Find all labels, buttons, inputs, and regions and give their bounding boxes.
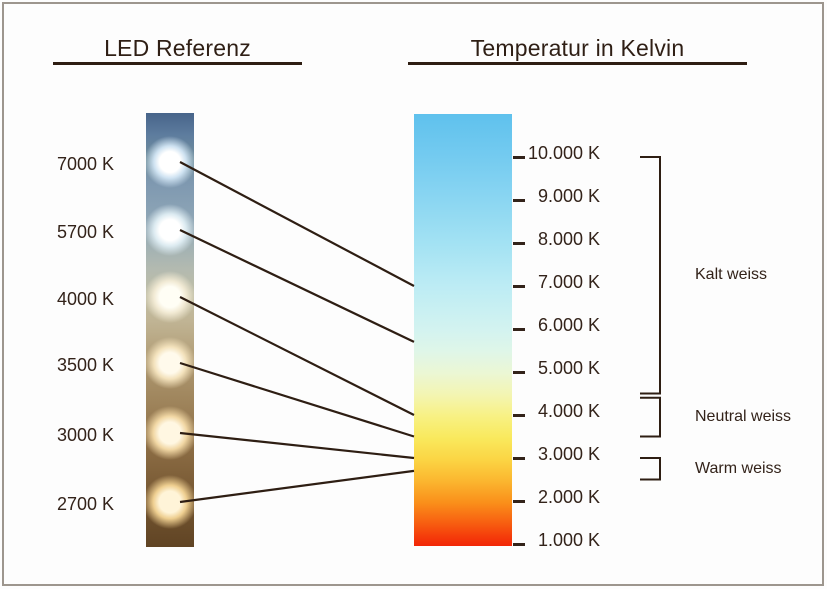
- scale-tick: [513, 500, 525, 503]
- scale-tick-label: 9.000 K: [537, 186, 600, 206]
- scale-tick: [513, 199, 525, 202]
- led-temp-label: 3000 K: [56, 425, 114, 445]
- range-bracket: [640, 457, 661, 481]
- led-temp-label: 7000 K: [56, 154, 114, 174]
- scale-tick: [513, 457, 525, 460]
- scale-tick-label: 2.000 K: [537, 487, 600, 507]
- connector-line: [179, 469, 415, 504]
- scale-tick-label: 1.000 K: [537, 530, 600, 550]
- scale-tick-label: 5.000 K: [537, 358, 600, 378]
- led-temp-label: 2700 K: [56, 494, 114, 514]
- led-temp-label: 5700 K: [56, 222, 114, 242]
- connector-line: [179, 431, 415, 460]
- scale-tick-label: 8.000 K: [537, 229, 600, 249]
- scale-tick: [513, 242, 525, 245]
- scale-tick: [513, 328, 525, 331]
- led-temp-label: 3500 K: [56, 355, 114, 375]
- scale-tick-label: 7.000 K: [537, 272, 600, 292]
- scale-tick-label: 6.000 K: [537, 315, 600, 335]
- left-section-title: LED Referenz: [104, 35, 251, 61]
- range-bracket: [640, 156, 661, 395]
- connector-line: [179, 361, 415, 438]
- right-title-underline: [408, 62, 747, 65]
- scale-tick: [513, 543, 525, 546]
- scale-tick: [513, 371, 525, 374]
- left-title-underline: [53, 62, 302, 65]
- scale-tick: [513, 414, 525, 417]
- connector-line: [179, 296, 415, 416]
- range-label: Neutral weiss: [695, 408, 792, 426]
- scale-tick-label: 3.000 K: [537, 444, 600, 464]
- scale-tick: [513, 156, 525, 159]
- range-bracket: [640, 396, 661, 438]
- scale-tick-label: 10.000 K: [527, 143, 600, 163]
- scale-tick-label: 4.000 K: [537, 401, 600, 421]
- scale-tick: [513, 285, 525, 288]
- range-label: Kalt weiss: [695, 266, 768, 284]
- connector-line: [179, 161, 415, 287]
- led-strip-photo: [146, 113, 194, 547]
- kelvin-gradient-bar: [414, 114, 512, 546]
- range-label: Warm weiss: [695, 459, 782, 477]
- led-temp-label: 4000 K: [56, 289, 114, 309]
- connector-line: [179, 229, 415, 343]
- right-section-title: Temperatur in Kelvin: [470, 35, 685, 61]
